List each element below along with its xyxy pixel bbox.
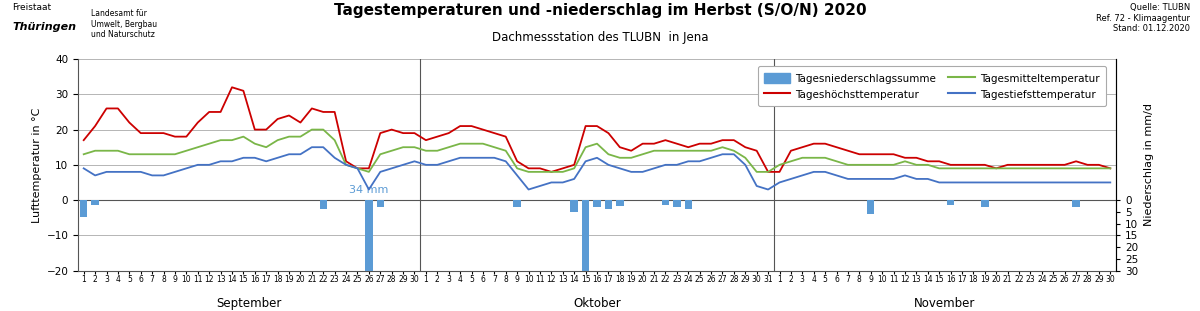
Bar bbox=[661, 200, 670, 205]
Bar bbox=[1073, 200, 1080, 207]
Bar bbox=[868, 200, 875, 214]
Text: Quelle: TLUBN
Ref. 72 - Klimaagentur
Stand: 01.12.2020: Quelle: TLUBN Ref. 72 - Klimaagentur Sta… bbox=[1097, 3, 1190, 33]
Text: Dachmessstation des TLUBN  in Jena: Dachmessstation des TLUBN in Jena bbox=[492, 31, 708, 44]
Text: November: November bbox=[914, 297, 976, 310]
Text: September: September bbox=[216, 297, 282, 310]
Bar bbox=[947, 200, 954, 205]
Bar bbox=[365, 200, 372, 280]
Text: Thüringen: Thüringen bbox=[12, 22, 76, 32]
Bar bbox=[593, 200, 601, 207]
Legend: Tagesniederschlagssumme, Tageshöchsttemperatur, Tagesmitteltemperatur, Tagestief: Tagesniederschlagssumme, Tageshöchsttemp… bbox=[757, 67, 1105, 106]
Bar bbox=[514, 200, 521, 207]
Text: Landesamt für
Umwelt, Bergbau
und Naturschutz: Landesamt für Umwelt, Bergbau und Naturs… bbox=[91, 9, 157, 39]
Bar bbox=[80, 200, 88, 216]
Bar bbox=[684, 200, 692, 210]
Bar bbox=[319, 200, 326, 210]
Bar bbox=[982, 200, 989, 207]
Y-axis label: Lufttemperatur in °C: Lufttemperatur in °C bbox=[32, 107, 42, 222]
Y-axis label: Niederschlag in mm/d: Niederschlag in mm/d bbox=[1144, 103, 1154, 226]
Bar bbox=[616, 200, 624, 206]
Text: Oktober: Oktober bbox=[574, 297, 620, 310]
Text: 34 mm: 34 mm bbox=[349, 185, 389, 195]
Bar bbox=[377, 200, 384, 207]
Bar bbox=[91, 200, 98, 205]
Text: Freistaat: Freistaat bbox=[12, 3, 52, 12]
Bar bbox=[570, 200, 578, 212]
Bar bbox=[673, 200, 680, 207]
Bar bbox=[582, 200, 589, 280]
Bar bbox=[605, 200, 612, 210]
Text: Tagestemperaturen und -niederschlag im Herbst (S/O/N) 2020: Tagestemperaturen und -niederschlag im H… bbox=[334, 3, 866, 18]
